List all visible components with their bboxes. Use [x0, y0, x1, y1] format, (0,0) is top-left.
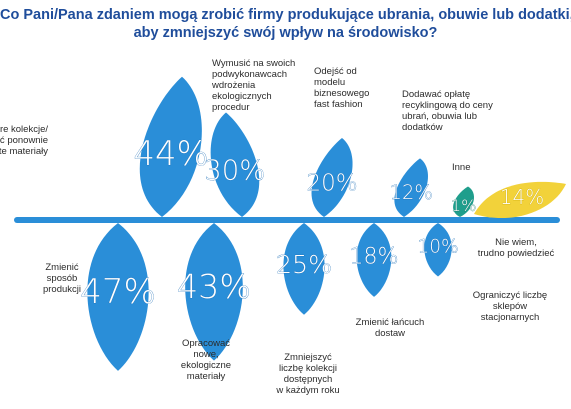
leaf-5	[283, 223, 325, 315]
leaf-6	[394, 158, 428, 217]
leaf-10	[474, 181, 566, 219]
data-label-2: 30%	[204, 155, 265, 187]
leaf-0	[139, 76, 202, 217]
data-label-1: 47%	[80, 272, 156, 312]
category-label-2: Wymusić na swoich podwykonawcach wdrożenia…	[211, 58, 295, 113]
category-label-1: Zmienić sposób produkcji	[43, 262, 81, 295]
category-label-7: Zmienić łańcuch dostaw	[356, 317, 425, 339]
data-label-7: 18%	[349, 243, 398, 269]
category-label-5: Zmniejszyć liczbę kolekcji dostępnych w każ…	[275, 352, 339, 396]
leaf-9	[424, 223, 452, 277]
category-label-6: Dodawać opłatę recyklingową do ceny ubrań,…	[402, 89, 493, 133]
data-label-0: 44%	[133, 134, 208, 173]
leaf-4	[311, 138, 353, 217]
data-label-8: 1%	[451, 196, 476, 215]
leaf-7	[356, 223, 392, 297]
leaf-3	[185, 223, 243, 361]
data-label-3: 43%	[177, 267, 251, 306]
data-label-6: 12%	[390, 181, 433, 204]
category-label-10: Nie wiem, trudno powiedzieć	[478, 237, 555, 259]
category-label-9: Ograniczyć liczbę sklepów stacjonarnych	[473, 290, 547, 323]
leaf-2	[210, 112, 260, 217]
branch-stem	[14, 217, 560, 223]
leaf-8	[453, 186, 475, 217]
chart-title-line-1: Co Pani/Pana zdaniem mogą zrobić firmy p…	[0, 7, 571, 23]
leaves-group: 44% Przerabiać stare kolekcje/Wykorzystyw…	[0, 58, 566, 396]
chart-title-line-2: aby zmniejszyć swój wpływ na środowisko?	[133, 25, 438, 41]
data-label-10: 14%	[500, 185, 544, 209]
category-label-3: Opracować nowe, ekologiczne materiały	[181, 338, 231, 382]
data-label-4: 20%	[307, 170, 358, 196]
category-label-4: Odejść od modelu biznesowego fast fashion	[314, 66, 369, 110]
data-label-9: 10%	[417, 236, 458, 257]
leaf-1	[87, 223, 149, 371]
category-label-0: Przerabiać stare kolekcje/Wykorzystywać …	[0, 124, 48, 157]
chart-title: Co Pani/Pana zdaniem mogą zrobić firmy p…	[0, 6, 571, 42]
category-label-8: Inne	[452, 162, 471, 173]
data-label-5: 25%	[276, 250, 332, 279]
